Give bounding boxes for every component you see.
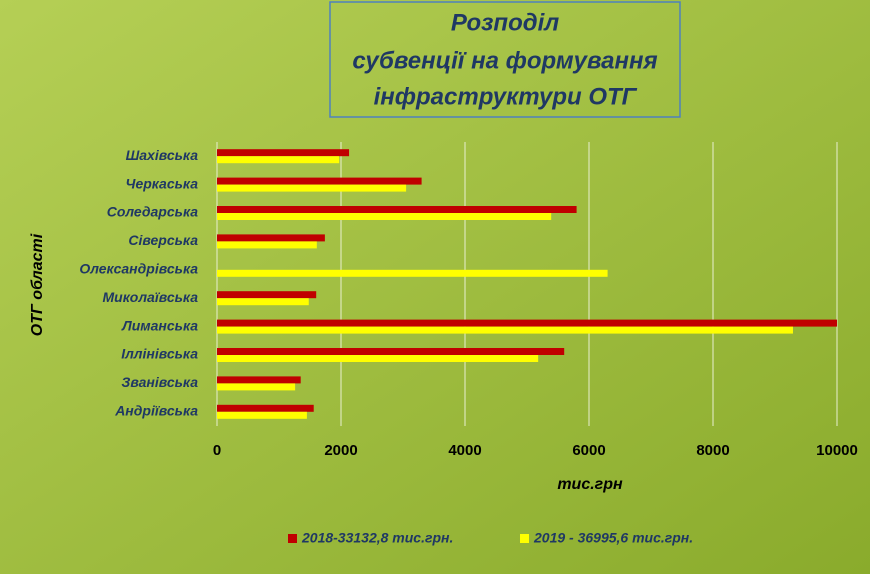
legend-label: 2019 - 36995,6 тис.грн. [533,530,693,546]
bar [217,376,301,384]
bar [217,298,309,306]
y-axis-title: ОТГ області [29,233,46,336]
y-tick-label: Андріївська [114,403,198,419]
bar [217,355,539,362]
x-tick-label: 6000 [572,442,605,459]
x-tick-label: 0 [213,442,221,459]
bar [217,206,577,213]
bar [217,149,350,157]
y-tick-label: Званівська [121,374,198,390]
bar [217,319,837,327]
y-tick-label: Сіверська [128,232,198,248]
y-tick-label: Олександрівська [79,261,198,277]
title-box [329,1,681,118]
y-tick-label: Лиманська [121,317,198,333]
x-tick-label: 2000 [324,442,357,459]
x-tick-label: 10000 [816,442,858,459]
legend-swatch [520,534,529,543]
bar [217,234,325,242]
bar [217,269,608,277]
bar [217,156,340,164]
legend-label: 2018-33132,8 тис.грн. [301,530,453,546]
bar [217,383,296,391]
bar [217,291,317,299]
y-tick-label: Соледарська [107,204,199,220]
bar [217,213,552,220]
y-tick-label: Черкаська [126,175,199,191]
x-tick-label: 4000 [448,442,481,459]
y-tick-label: Шахівська [126,147,199,163]
y-tick-label: Іллінівська [121,346,198,362]
bar [217,177,422,185]
bar [217,184,407,192]
bar [217,326,793,334]
chart-title: Розподіл [451,9,559,36]
legend-swatch [288,534,297,543]
bar [217,241,317,249]
chart-title: інфраструктури ОТГ [374,83,638,110]
bar [217,404,314,412]
x-tick-label: 8000 [696,442,729,459]
y-tick-label: Миколаївська [102,289,198,305]
chart-title: субвенції на формування [352,47,657,74]
bar [217,348,565,355]
x-axis-title: тис.грн [557,476,623,493]
bar [217,411,307,419]
